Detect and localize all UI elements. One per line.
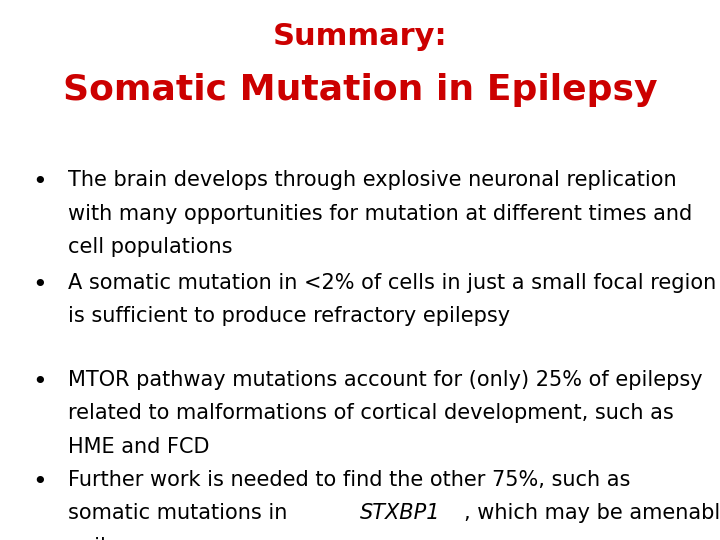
Text: HME and FCD: HME and FCD bbox=[68, 437, 210, 457]
Text: •: • bbox=[32, 370, 47, 394]
Text: STXBP1: STXBP1 bbox=[360, 503, 441, 523]
Text: MTOR pathway mutations account for (only) 25% of epilepsy: MTOR pathway mutations account for (only… bbox=[68, 370, 703, 390]
Text: Somatic Mutation in Epilepsy: Somatic Mutation in Epilepsy bbox=[63, 73, 657, 107]
Text: •: • bbox=[32, 470, 47, 494]
Text: •: • bbox=[32, 273, 47, 296]
Text: , which may be amenable to: , which may be amenable to bbox=[464, 503, 720, 523]
Text: epilepsy surgery: epilepsy surgery bbox=[68, 537, 242, 540]
Text: is sufficient to produce refractory epilepsy: is sufficient to produce refractory epil… bbox=[68, 306, 510, 326]
Text: Summary:: Summary: bbox=[273, 22, 447, 51]
Text: A somatic mutation in <2% of cells in just a small focal region: A somatic mutation in <2% of cells in ju… bbox=[68, 273, 716, 293]
Text: Further work is needed to find the other 75%, such as: Further work is needed to find the other… bbox=[68, 470, 631, 490]
Text: somatic mutations in: somatic mutations in bbox=[68, 503, 294, 523]
Text: cell populations: cell populations bbox=[68, 237, 233, 257]
Text: The brain develops through explosive neuronal replication: The brain develops through explosive neu… bbox=[68, 170, 677, 190]
Text: related to malformations of cortical development, such as: related to malformations of cortical dev… bbox=[68, 403, 674, 423]
Text: with many opportunities for mutation at different times and: with many opportunities for mutation at … bbox=[68, 204, 693, 224]
Text: •: • bbox=[32, 170, 47, 194]
